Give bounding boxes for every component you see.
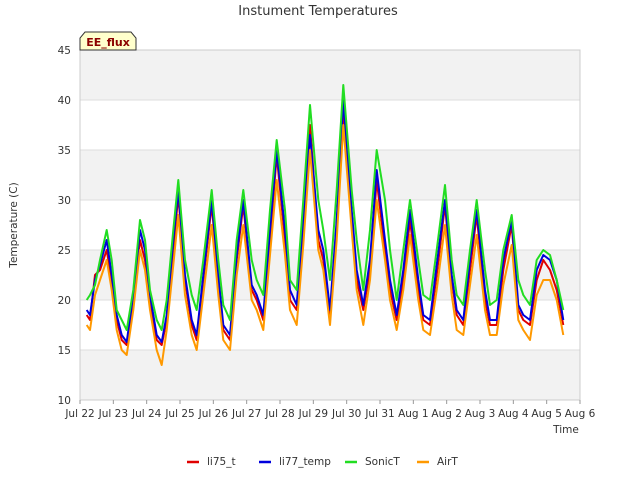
plot-bands [80, 50, 580, 400]
plot-band [80, 50, 580, 100]
legend-label: SonicT [365, 456, 400, 468]
y-tick-label: 45 [58, 45, 71, 57]
x-tick-label: Jul 24 [131, 408, 162, 420]
x-tick-label: Jul 28 [264, 408, 294, 420]
x-tick-label: Jul 27 [231, 408, 261, 420]
y-tick-label: 20 [58, 295, 71, 307]
ee-flux-badge: EE_flux [79, 31, 137, 51]
legend: li75_t li77_temp SonicT AirT [187, 456, 458, 468]
x-tick-label: Jul 22 [64, 408, 94, 420]
x-tick-label: Aug 1 [398, 408, 429, 420]
x-tick-label: Jul 30 [331, 408, 361, 420]
series-line-li77_temp [85, 99, 565, 343]
badge-shape [79, 31, 137, 51]
x-tick-label: Jul 31 [364, 408, 394, 420]
x-tick-label: Jul 25 [164, 408, 194, 420]
y-axis-ticks: 10 15 20 25 30 35 40 45 [58, 45, 71, 407]
legend-label: li75_t [207, 456, 236, 468]
y-tick-label: 10 [58, 395, 71, 407]
y-tick-label: 25 [58, 245, 71, 257]
y-axis-title: Temperature (C) [8, 182, 20, 268]
series-line-sonict [85, 84, 565, 331]
y-tick-label: 30 [58, 195, 71, 207]
x-tick-label: Aug 5 [531, 408, 562, 420]
y-tick-label: 15 [58, 345, 71, 357]
plot-band [80, 150, 580, 200]
x-axis-ticks: Jul 22 Jul 23 Jul 24 Jul 25 Jul 26 Jul 27 Jul … [64, 400, 596, 420]
badge-label: EE_flux [86, 36, 130, 49]
x-tick-label: Aug 4 [498, 408, 529, 420]
chart-title: Instument Temperatures [238, 4, 398, 19]
plot-band [80, 350, 580, 400]
x-tick-label: Aug 2 [431, 408, 462, 420]
x-tick-label: Jul 26 [198, 408, 229, 420]
x-tick-label: Jul 29 [298, 408, 328, 420]
plot-gridlines [80, 49, 580, 401]
x-tick-label: Aug 3 [465, 408, 496, 420]
x-axis-title: Time [552, 424, 579, 436]
x-tick-label: Aug 6 [565, 408, 596, 420]
plot-series [85, 84, 565, 366]
y-tick-label: 35 [58, 145, 71, 157]
x-tick-label: Jul 23 [98, 408, 128, 420]
legend-label: li77_temp [279, 456, 331, 468]
y-tick-label: 40 [58, 95, 71, 107]
legend-label: AirT [437, 456, 458, 468]
plot-frame [79, 49, 581, 401]
series-line-airt [85, 124, 565, 366]
